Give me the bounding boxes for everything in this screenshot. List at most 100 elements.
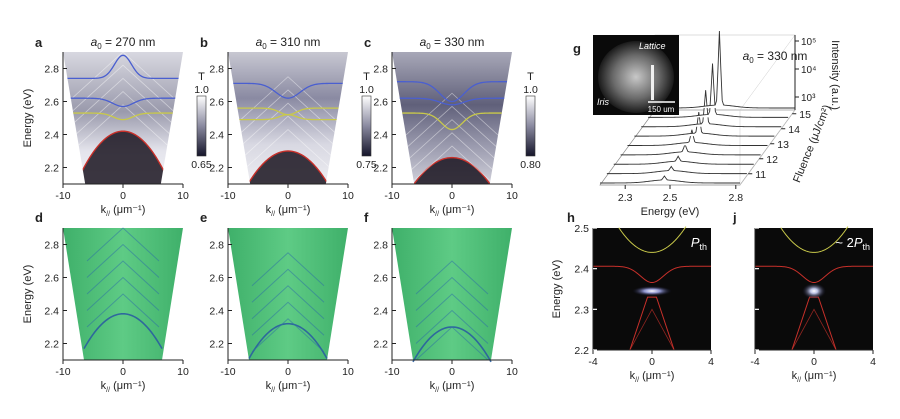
v-line <box>63 77 183 134</box>
y-tick-label: 2.2 <box>373 163 388 175</box>
y-tick-label: 2.4 <box>373 306 388 318</box>
panel-title-c: a0 = 330 nm <box>420 35 485 51</box>
v-band <box>86 276 160 311</box>
bands-d <box>83 227 163 350</box>
heatmap-f <box>392 228 512 360</box>
x-tick-label: 0 <box>449 190 455 202</box>
v-line <box>392 92 512 148</box>
red-band <box>228 150 348 184</box>
spectrum-line <box>613 155 754 165</box>
blue-band <box>392 81 512 103</box>
fluence-tick-label: 11 <box>755 169 766 181</box>
bands-j <box>754 226 874 351</box>
x-axis-label: Energy (eV) <box>641 206 700 218</box>
inset-iris-image <box>598 41 674 113</box>
fluence-tick-label: 13 <box>777 139 789 151</box>
fluence-tick-label: 15 <box>799 109 811 121</box>
fluence-axis-label: Fluence (μJ/cm²) <box>791 103 833 184</box>
x-axis-label: k// (μm⁻¹) <box>430 204 475 218</box>
colorbar-max: 1.0 <box>523 84 538 96</box>
y-tick-label: 2.4 <box>44 306 59 318</box>
v-line <box>228 89 348 145</box>
colorbar <box>525 95 536 157</box>
x-tick-label: 0 <box>285 190 291 202</box>
x-tick-label: -4 <box>588 356 597 368</box>
panel-letter-a: a <box>35 35 43 50</box>
blue-band-lower <box>63 97 183 108</box>
emission-spot <box>632 286 672 297</box>
blue-band-upper <box>63 54 183 80</box>
x-tick-label: 2.8 <box>728 192 743 204</box>
v-band <box>415 260 489 295</box>
x-tick-label: -10 <box>220 366 235 378</box>
x-tick-label: -10 <box>55 190 70 202</box>
v-line <box>228 115 348 172</box>
spectrum-line <box>620 142 761 156</box>
x-tick-label: -10 <box>55 366 70 378</box>
red-band-lower <box>629 296 675 351</box>
colorbar-min: 0.65 <box>191 159 212 171</box>
panel-h-annotation: Pth <box>691 235 707 252</box>
v-line <box>228 76 348 132</box>
x-tick-label: 0 <box>120 190 126 202</box>
red-band-inner <box>791 308 837 351</box>
x-tick-label: -10 <box>220 190 235 202</box>
bands-f <box>412 260 492 363</box>
panel-letter-f: f <box>364 210 369 225</box>
heatmap-c <box>392 52 512 184</box>
x-tick-label: 0 <box>649 356 655 368</box>
x-tick-label: 4 <box>708 356 714 368</box>
v-band <box>251 318 325 353</box>
y-tick-label: 2.4 <box>209 130 224 142</box>
intensity-axis-label: Intensity (a.u.) <box>829 40 841 110</box>
v-line <box>63 64 183 120</box>
colorbar-label: T <box>363 71 370 83</box>
v-band <box>251 285 325 320</box>
v-band <box>415 326 489 361</box>
x-tick-label: 10 <box>177 366 189 378</box>
yellow-band <box>780 226 849 253</box>
y-tick-label: 2.6 <box>44 273 59 285</box>
y-tick-label: 2.6 <box>373 97 388 109</box>
y-tick-label: 2.6 <box>44 97 59 109</box>
spectrum-line <box>634 111 775 137</box>
heatmap-a <box>63 52 183 184</box>
red-band-upper <box>754 265 874 283</box>
intensity-tick-label: 10⁵ <box>801 37 816 48</box>
y-tick-label: 2.4 <box>209 306 224 318</box>
v-line <box>63 52 183 107</box>
x-tick-label: -4 <box>750 356 759 368</box>
y-tick-label: 2.4 <box>373 130 388 142</box>
v-band <box>86 293 160 328</box>
yellow-band-lower <box>228 114 348 121</box>
panel-letter-c: c <box>364 35 371 50</box>
spectrum-line <box>648 63 789 118</box>
y-tick-label: 2.2 <box>574 345 589 357</box>
v-line <box>228 102 348 158</box>
x-tick-label: 0 <box>449 366 455 378</box>
spectrum-line <box>599 175 741 184</box>
x-axis-label: k// (μm⁻¹) <box>630 370 675 384</box>
v-band <box>86 260 160 295</box>
panel-title-b: a0 = 310 nm <box>256 35 321 51</box>
y-tick-label: 2.2 <box>209 339 224 351</box>
x-tick-label: 10 <box>342 366 354 378</box>
blue-band <box>228 82 348 99</box>
x-tick-label: 0 <box>120 366 126 378</box>
v-line <box>392 119 512 175</box>
v-line <box>63 91 183 147</box>
y-tick-label: 2.8 <box>44 64 59 76</box>
x-tick-label: 10 <box>177 190 189 202</box>
fluence-tick-label: 14 <box>788 124 800 136</box>
spectrum-line <box>627 129 768 146</box>
intensity-tick-label: 10⁴ <box>801 65 816 76</box>
x-tick-label: 2.5 <box>663 192 678 204</box>
panel-g-annotation: a0 = 330 nm <box>743 49 808 65</box>
y-tick-label: 2.8 <box>209 240 224 252</box>
red-band-upper <box>592 265 712 283</box>
inset-label-lattice: Lattice <box>639 41 666 51</box>
y-tick-label: 2.2 <box>373 339 388 351</box>
x-axis-label: k// (μm⁻¹) <box>792 370 837 384</box>
colorbar-max: 1.0 <box>194 84 209 96</box>
